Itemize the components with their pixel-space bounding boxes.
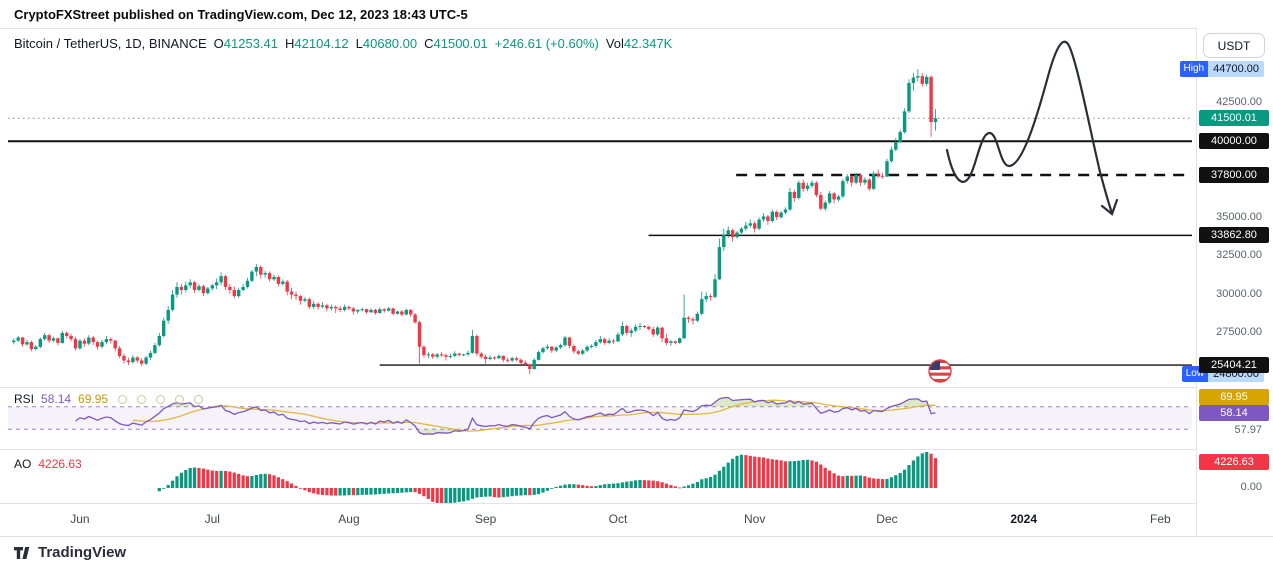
time-tick: Nov [744,512,766,526]
ao-label: AO [14,457,32,471]
ohlc-close: C41500.01 [424,36,488,51]
divider [0,536,1273,537]
divider [0,387,1273,388]
price-tick: 32500.00 [1216,249,1262,262]
time-tick: Oct [608,512,628,526]
usdt-button[interactable]: USDT [1203,33,1265,58]
time-tick: Jul [204,512,220,526]
price-levels [8,117,1192,366]
ohlc-low: L40680.00 [355,36,418,51]
ao-histogram [157,452,938,505]
change-value: +246.61 (+0.60%) [494,36,599,51]
legend-dot-icon [194,394,204,404]
legend-dot-icon [118,394,128,404]
symbol-legend: Bitcoin / TetherUS, 1D, BINANCE O41253.4… [14,36,672,51]
price-tick: 42500.00 [1216,95,1262,108]
price-tick: 35000.00 [1216,210,1262,223]
ohlc-high: H42104.12 [285,36,349,51]
ao-legend: AO 4226.63 [14,457,82,471]
attribution-text: CryptoFXStreet published on TradingView.… [14,6,468,22]
time-tick: 2024 [1010,512,1038,526]
legend-dot-icon [156,394,166,404]
price-level-badge: 40000.00 [1199,133,1269,150]
ao-zero-tick: 0.00 [1240,481,1262,493]
rsi-band [8,406,1192,430]
price-tick: 27500.00 [1216,325,1262,338]
divider [0,449,1273,450]
price-tick: 30000.00 [1216,287,1262,300]
divider [0,503,1273,504]
price-level-badge: 41500.01 [1199,110,1269,127]
rsi-ma-badge: 69.95 [1199,389,1269,406]
volume-value: Vol42.347K [605,36,673,51]
time-tick: Aug [338,512,360,526]
rsi-ma-value: 69.95 [78,392,109,406]
rsi-extra-tick: 57.97 [1234,424,1262,437]
divider [0,28,1273,29]
price-level-badge: 37800.00 [1199,167,1269,183]
price-axis[interactable]: USDT High 44700.00 Low 24800.00 42500.00 35… [1179,28,1273,536]
candlestick-series [12,69,938,375]
footer-bar: TradingView [0,537,1273,568]
rsi-value: 58.14 [41,392,72,406]
rsi-legend: RSI 58.14 69.95 [14,392,204,406]
tradingview-logo-icon[interactable] [12,543,32,563]
rsi-value-badge: 58.14 [1199,405,1269,422]
legend-dot-icon [175,394,185,404]
us-flag-icon [928,359,952,383]
time-tick: Sep [474,512,497,526]
time-axis[interactable]: Jun Jul Aug Sep Oct Nov Dec 2024 Feb [0,504,1196,536]
rsi-plot [75,396,936,435]
time-tick: Jun [70,512,90,526]
time-tick: Feb [1150,512,1171,526]
ao-value-badge: 4226.63 [1199,454,1269,470]
tradingview-logo-text[interactable]: TradingView [38,544,127,561]
high-axis-label: High 44700.00 [1179,61,1264,78]
ohlc-open: O41253.41 [213,36,279,51]
ao-value: 4226.63 [38,457,82,471]
legend-dot-icon [137,394,147,404]
price-level-badge: 33862.80 [1199,227,1269,244]
price-level-badge: 25404.21 [1199,357,1269,374]
projection-arrow[interactable] [945,40,1119,216]
rsi-label: RSI [14,392,35,406]
symbol-title: Bitcoin / TetherUS, 1D, BINANCE [14,36,207,51]
time-tick: Dec [876,512,898,526]
